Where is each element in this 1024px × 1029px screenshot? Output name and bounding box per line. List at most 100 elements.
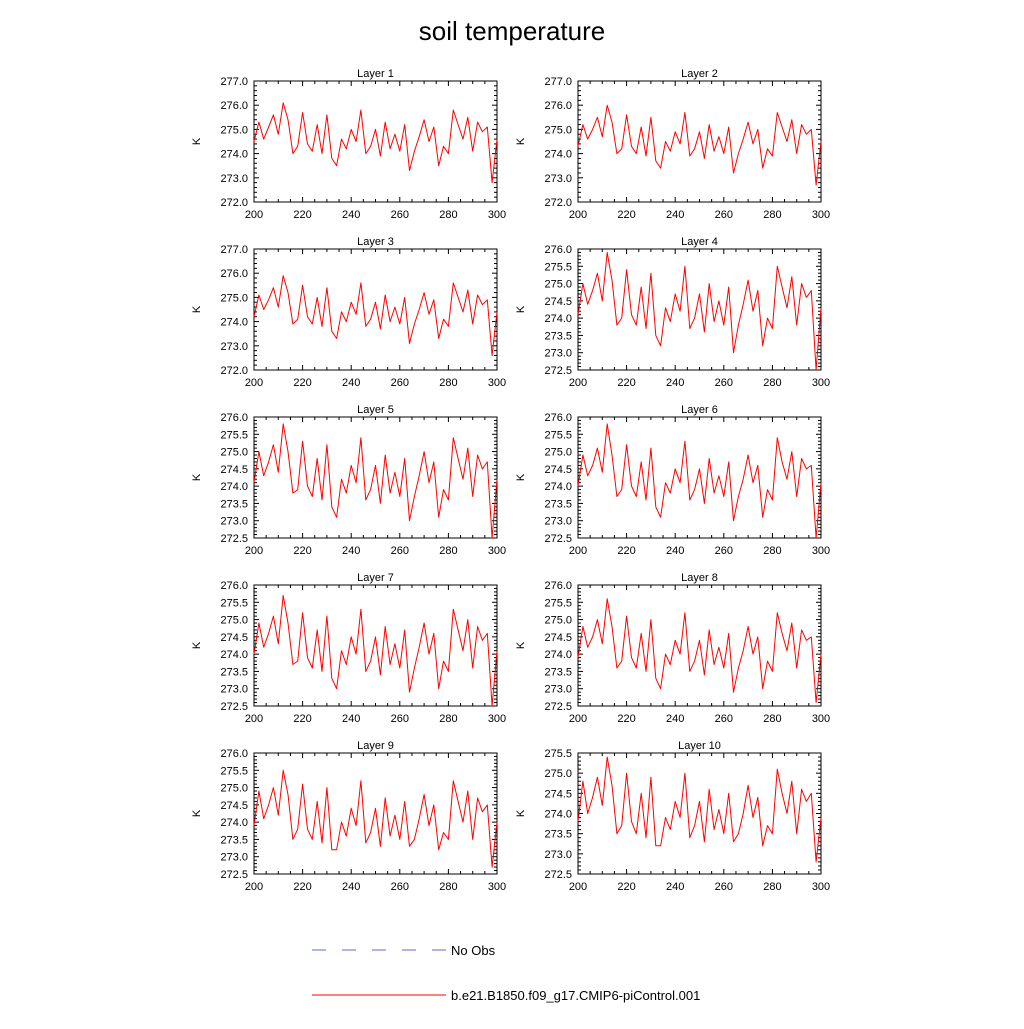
panel-title: Layer 4 xyxy=(681,236,718,248)
series-line xyxy=(577,423,822,539)
y-tick-label: 274.5 xyxy=(544,296,572,308)
y-tick-label: 277.0 xyxy=(220,244,248,256)
series-line xyxy=(577,104,822,186)
series-line xyxy=(253,275,498,356)
series-line xyxy=(577,252,822,371)
series-line xyxy=(253,769,498,868)
x-tick-label: 260 xyxy=(715,545,733,557)
y-tick-label: 272.0 xyxy=(544,197,572,209)
x-tick-label: 240 xyxy=(342,881,360,893)
x-tick-label: 200 xyxy=(245,545,263,557)
panel-layer-4: Layer 4 K 272.5 273.0 273.5 274.0 274.5 275.0 27… xyxy=(515,236,830,389)
y-tick-label: 273.0 xyxy=(544,348,572,360)
x-tick-label: 220 xyxy=(617,377,635,389)
x-tick-label: 200 xyxy=(569,713,587,725)
x-tick-label: 300 xyxy=(812,545,830,557)
y-tick-label: 275.0 xyxy=(544,768,572,780)
y-tick-label: 274.0 xyxy=(544,313,572,325)
panel-title: Layer 7 xyxy=(357,572,394,584)
x-tick-label: 220 xyxy=(617,713,635,725)
panel-layer-3: Layer 3 K 272.0 273.0 274.0 275.0 276.0 277.0 20… xyxy=(191,236,506,389)
x-tick-label: 300 xyxy=(488,545,506,557)
x-tick-label: 300 xyxy=(488,209,506,221)
panel-title: Layer 5 xyxy=(357,404,394,416)
x-tick-label: 260 xyxy=(715,713,733,725)
y-tick-label: 275.5 xyxy=(544,748,572,760)
y-tick-label: 273.0 xyxy=(544,516,572,528)
y-tick-label: 275.0 xyxy=(544,615,572,627)
y-tick-label: 276.0 xyxy=(220,580,248,592)
x-tick-label: 220 xyxy=(293,209,311,221)
x-tick-label: 300 xyxy=(812,881,830,893)
y-tick-label: 272.5 xyxy=(220,701,248,713)
panel-title: Layer 10 xyxy=(678,740,721,752)
panel-layer-7: Layer 7 K 272.5 273.0 273.5 274.0 274.5 275.0 27… xyxy=(191,572,506,725)
panel-layer-2: Layer 2 K 272.0 273.0 274.0 275.0 276.0 277.0 20… xyxy=(515,68,830,221)
panel-layer-9: Layer 9 K 272.5 273.0 273.5 274.0 274.5 275.0 27… xyxy=(191,740,506,893)
y-tick-label: 272.5 xyxy=(220,533,248,545)
y-tick-label: 273.0 xyxy=(544,849,572,861)
y-tick-label: 277.0 xyxy=(544,76,572,88)
y-tick-label: 273.5 xyxy=(220,666,248,678)
x-tick-label: 260 xyxy=(391,545,409,557)
x-tick-label: 240 xyxy=(342,377,360,389)
x-tick-label: 260 xyxy=(391,377,409,389)
y-tick-label: 275.5 xyxy=(220,429,248,441)
y-tick-label: 275.0 xyxy=(220,292,248,304)
x-tick-label: 200 xyxy=(245,209,263,221)
y-tick-label: 275.5 xyxy=(220,597,248,609)
legend-obs-label: No Obs xyxy=(451,943,496,958)
x-tick-label: 260 xyxy=(391,881,409,893)
x-tick-label: 220 xyxy=(293,377,311,389)
y-tick-label: 274.5 xyxy=(220,800,248,812)
y-tick-label: 275.0 xyxy=(220,783,248,795)
y-tick-label: 276.0 xyxy=(544,412,572,424)
x-tick-label: 200 xyxy=(245,713,263,725)
x-tick-label: 220 xyxy=(293,713,311,725)
x-tick-label: 280 xyxy=(439,713,457,725)
plot-frame xyxy=(577,80,822,203)
x-tick-label: 300 xyxy=(812,713,830,725)
panel-title: Layer 9 xyxy=(357,740,394,752)
y-axis-label: K xyxy=(515,809,527,817)
y-axis-label: K xyxy=(515,305,527,313)
x-tick-label: 240 xyxy=(666,209,684,221)
x-tick-label: 300 xyxy=(488,881,506,893)
y-tick-label: 274.5 xyxy=(544,464,572,476)
y-tick-label: 275.0 xyxy=(220,124,248,136)
y-tick-label: 273.0 xyxy=(220,684,248,696)
panel-layer-10: Layer 10 K 272.5 273.0 273.5 274.0 274.5 275.0 2… xyxy=(515,740,830,893)
y-tick-label: 272.5 xyxy=(544,365,572,377)
y-axis-label: K xyxy=(515,137,527,145)
panel-layer-8: Layer 8 K 272.5 273.0 273.5 274.0 274.5 275.0 27… xyxy=(515,572,830,725)
x-tick-label: 240 xyxy=(342,545,360,557)
series-line xyxy=(253,102,498,184)
y-tick-label: 273.5 xyxy=(544,498,572,510)
x-tick-label: 280 xyxy=(763,209,781,221)
series-line xyxy=(253,423,498,539)
y-tick-label: 273.5 xyxy=(544,666,572,678)
x-tick-label: 220 xyxy=(293,881,311,893)
y-tick-label: 273.5 xyxy=(220,498,248,510)
y-tick-label: 273.5 xyxy=(544,829,572,841)
x-tick-label: 280 xyxy=(763,881,781,893)
y-tick-label: 273.0 xyxy=(220,173,248,185)
x-tick-label: 300 xyxy=(812,209,830,221)
x-tick-label: 280 xyxy=(439,377,457,389)
x-tick-label: 280 xyxy=(763,713,781,725)
y-tick-label: 274.5 xyxy=(220,632,248,644)
y-axis-label: K xyxy=(191,137,203,145)
x-tick-label: 220 xyxy=(617,209,635,221)
y-tick-label: 273.0 xyxy=(220,852,248,864)
y-tick-label: 275.5 xyxy=(544,429,572,441)
y-tick-label: 274.0 xyxy=(544,649,572,661)
y-tick-label: 272.5 xyxy=(544,869,572,881)
y-tick-label: 274.0 xyxy=(544,481,572,493)
y-tick-label: 274.0 xyxy=(544,809,572,821)
y-tick-label: 276.0 xyxy=(220,268,248,280)
y-tick-label: 276.0 xyxy=(544,100,572,112)
y-tick-label: 274.0 xyxy=(220,649,248,661)
x-tick-label: 200 xyxy=(569,377,587,389)
x-tick-label: 260 xyxy=(715,209,733,221)
x-tick-label: 280 xyxy=(763,377,781,389)
